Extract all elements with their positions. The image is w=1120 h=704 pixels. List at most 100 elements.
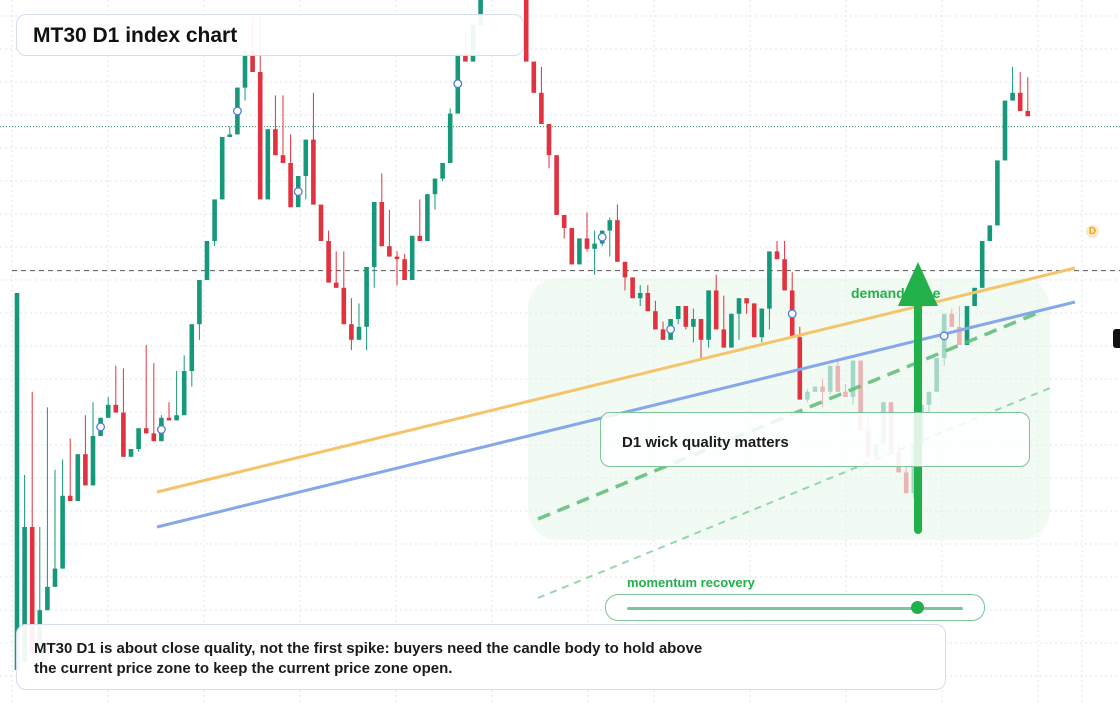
candle (402, 254, 407, 280)
candle-body (653, 311, 658, 330)
candle (394, 251, 400, 286)
candle (29, 391, 35, 652)
candle-body (318, 204, 324, 241)
candle (835, 360, 841, 392)
candle-body (463, 53, 468, 62)
candle (379, 173, 385, 247)
last-candle-marker[interactable]: D (1086, 225, 1099, 238)
candle-body (911, 443, 917, 494)
candle (934, 358, 939, 392)
candle-body (143, 428, 149, 434)
candle-body (630, 277, 635, 299)
candle (204, 241, 210, 280)
candle-body (402, 259, 407, 280)
candle-body (204, 241, 210, 280)
candle (660, 321, 666, 340)
price-level-lines (0, 126, 1120, 272)
candle-body (729, 313, 734, 348)
candle (265, 129, 271, 200)
candle (744, 298, 749, 314)
candle-body (333, 282, 339, 288)
candle-body (326, 241, 331, 283)
candle-body (736, 298, 742, 314)
candle-body (949, 313, 955, 327)
candle-body (478, 0, 483, 26)
candle (318, 204, 324, 241)
candle-body (341, 287, 347, 325)
candle-body (539, 92, 544, 124)
candle-body (615, 220, 620, 262)
candle (67, 438, 73, 501)
candle-body (782, 259, 787, 291)
candle-body (569, 228, 575, 265)
marker-point (453, 79, 463, 89)
candle (706, 290, 711, 348)
candle (105, 397, 111, 418)
candle-body (523, 0, 529, 62)
candle-body (546, 124, 552, 156)
candle (166, 402, 172, 421)
candle (622, 261, 628, 291)
candle-body (584, 238, 590, 249)
candle-body (105, 404, 111, 418)
candle (569, 228, 575, 265)
momentum-slider[interactable] (605, 594, 985, 621)
demand-zone-shade (528, 278, 1050, 540)
candle-body (691, 319, 696, 327)
demand-zone-label: demand zone (851, 285, 941, 301)
candle (759, 308, 765, 343)
candle (83, 415, 88, 486)
candle (523, 0, 529, 62)
candle-body (903, 472, 909, 494)
candle (349, 298, 354, 351)
candle-body (311, 139, 316, 205)
candle (561, 215, 567, 239)
momentum-track (627, 607, 963, 610)
candle (417, 199, 423, 241)
marker-point (597, 232, 607, 242)
candle-body (440, 163, 445, 179)
candle-body (995, 160, 1000, 226)
candle-body (151, 433, 157, 442)
candle-body (751, 303, 757, 338)
candle (151, 363, 157, 442)
candle-body (645, 293, 651, 312)
wick-note-text: D1 wick quality matters (622, 434, 789, 451)
candle-body (531, 61, 537, 93)
candle-body (675, 306, 681, 319)
candle (774, 241, 780, 260)
candle (1025, 77, 1031, 117)
candle-body (835, 365, 841, 392)
candle-body (577, 238, 582, 265)
candle-body (113, 404, 119, 413)
candle-body (273, 129, 278, 156)
candle-body (67, 495, 73, 501)
candle (691, 308, 696, 343)
event-markers (96, 79, 949, 434)
chart-title: MT30 D1 index chart (33, 24, 238, 47)
momentum-knob[interactable] (910, 601, 924, 614)
candle (615, 204, 620, 262)
candle (387, 209, 392, 257)
momentum-label: momentum recovery (627, 575, 755, 590)
candle-body (447, 113, 453, 163)
candle (584, 212, 590, 252)
candle-body (349, 324, 354, 340)
candle-body (280, 155, 286, 163)
candle (113, 365, 119, 413)
candle (949, 308, 955, 327)
candle (128, 449, 134, 457)
candle (425, 194, 430, 241)
candle-body (561, 215, 567, 228)
candle-body (721, 329, 727, 348)
candle (736, 298, 742, 340)
price-edge-tag (1113, 329, 1120, 348)
candle-body (394, 256, 400, 260)
candle (957, 306, 962, 345)
candle (14, 293, 20, 670)
candle (1017, 72, 1023, 111)
candle-body (189, 324, 195, 371)
candle-body (417, 235, 423, 241)
candle-body (288, 163, 293, 208)
candle-body (22, 527, 27, 663)
